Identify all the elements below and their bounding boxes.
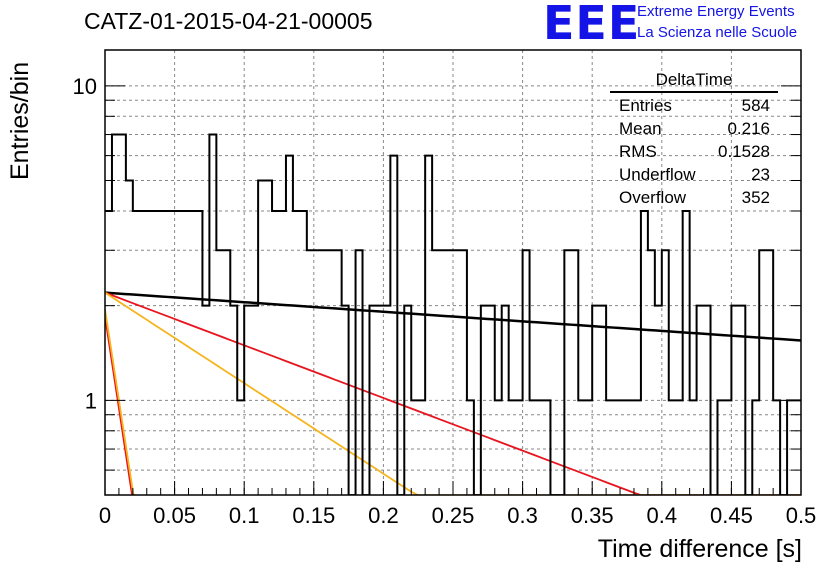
stats-value: 0.216 <box>727 119 770 138</box>
x-tick-label: 0.25 <box>432 503 475 528</box>
x-axis-label: Time difference [s] <box>597 535 802 563</box>
x-tick-label: 0.15 <box>292 503 335 528</box>
stats-box: DeltaTime Entries 584 Mean 0.216 RMS 0.1528… <box>610 70 778 210</box>
x-tick-label: 0.2 <box>368 503 399 528</box>
x-tick-label: 0.5 <box>786 503 817 528</box>
fit-curve <box>105 291 801 495</box>
x-tick-label: 0.1 <box>229 503 260 528</box>
stats-value: 23 <box>751 165 770 184</box>
axis-ticks: 0 0.05 0.1 0.15 0.2 0.25 0.3 0.35 0.4 0.45 0.5 1 10 <box>73 74 817 528</box>
x-tick-label: 0 <box>99 503 111 528</box>
stats-label: Entries <box>619 96 672 115</box>
x-tick-label: 0.35 <box>571 503 614 528</box>
stats-value: 584 <box>741 96 770 115</box>
y-tick-label: 10 <box>73 74 97 99</box>
fit-curve <box>105 308 136 495</box>
brand-line-1: Extreme Energy Events <box>637 3 795 20</box>
x-tick-label: 0.05 <box>153 503 196 528</box>
y-tick-label: 1 <box>85 388 97 413</box>
chart-title: CATZ-01-2015-04-21-00005 <box>84 8 373 34</box>
x-tick-label: 0.45 <box>710 503 753 528</box>
x-tick-label: 0.3 <box>507 503 538 528</box>
stats-row: Overflow 352 <box>610 187 778 210</box>
stats-row: Mean 0.216 <box>610 118 778 141</box>
stats-value: 352 <box>741 188 770 207</box>
stats-label: Mean <box>619 119 662 138</box>
x-tick-label: 0.4 <box>647 503 678 528</box>
stats-row: Entries 584 <box>610 95 778 118</box>
fit-curve <box>105 291 801 495</box>
stats-value: 0.1528 <box>718 142 770 161</box>
stats-row: Underflow 23 <box>610 164 778 187</box>
stats-title: DeltaTime <box>610 70 778 93</box>
y-axis-label: Entries/bin <box>6 61 34 180</box>
stats-label: RMS <box>619 142 657 161</box>
fit-curves <box>105 291 801 495</box>
histogram-line <box>105 133 801 495</box>
stats-label: Underflow <box>619 165 696 184</box>
fit-curve <box>105 291 801 342</box>
fit-curve <box>105 316 135 495</box>
eee-logo: EEE <box>543 0 641 50</box>
brand-line-2: La Scienza nelle Scuole <box>637 24 798 41</box>
stats-row: RMS 0.1528 <box>610 141 778 164</box>
stats-label: Overflow <box>619 188 687 207</box>
